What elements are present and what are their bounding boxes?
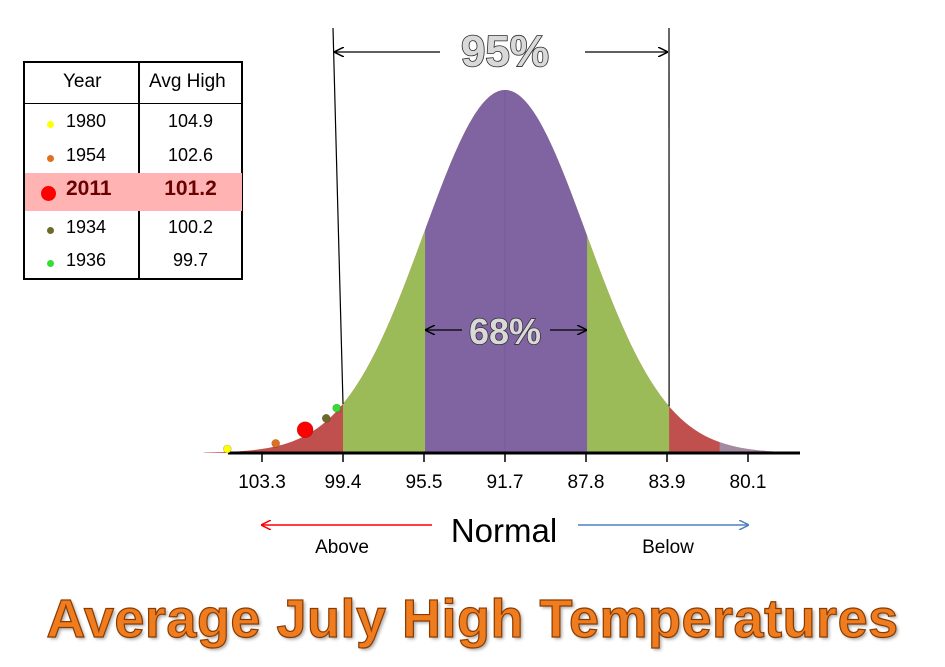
row-year: 1936 bbox=[66, 250, 107, 270]
point-1980 bbox=[223, 444, 232, 454]
row-year: 1934 bbox=[66, 217, 107, 237]
x-axis-ticks: 103.3 99.4 95.5 91.7 87.8 83.9 80.1 bbox=[238, 453, 766, 493]
normal-label: Normal bbox=[451, 512, 557, 549]
table-row: 1936 99.7 bbox=[25, 244, 241, 278]
x-tick-label: 103.3 bbox=[238, 472, 286, 493]
row-avg-high: 100.2 bbox=[167, 217, 214, 237]
record-points bbox=[223, 403, 342, 454]
band-right-tail-tint bbox=[719, 442, 783, 453]
annotation-95-percent: 95% bbox=[461, 27, 549, 76]
year-color-dot bbox=[47, 260, 54, 267]
row-avg-high: 102.6 bbox=[167, 145, 214, 165]
header-year: Year bbox=[63, 71, 102, 92]
x-tick-label: 87.8 bbox=[568, 472, 605, 493]
x-tick-label: 95.5 bbox=[406, 472, 443, 493]
page-title: Average July High Temperatures bbox=[46, 588, 899, 649]
annotation-lines bbox=[332, 27, 670, 407]
x-tick-label: 80.1 bbox=[730, 472, 767, 493]
table-row: 1954 102.6 bbox=[25, 139, 241, 173]
x-tick-label: 99.4 bbox=[325, 472, 362, 493]
row-avg-high: 104.9 bbox=[167, 111, 214, 131]
band-68-percent bbox=[425, 90, 588, 453]
row-year: 2011 bbox=[66, 177, 112, 200]
point-1934 bbox=[321, 413, 331, 423]
curve-fill-layer bbox=[204, 90, 800, 455]
annotation-68-percent: 68% bbox=[469, 311, 541, 352]
header-avg-high: Avg High bbox=[149, 71, 226, 92]
row-year: 1980 bbox=[66, 111, 107, 131]
table-row: 1980 104.9 bbox=[25, 105, 241, 139]
table-row: 2011 101.2 bbox=[25, 173, 242, 211]
point-1936 bbox=[332, 403, 342, 413]
point-1954 bbox=[271, 439, 281, 448]
row-year: 1954 bbox=[66, 145, 107, 165]
record-years-table: Year Avg High 1980 104.9 1954 102.6 2011 101.… bbox=[23, 61, 243, 280]
year-color-dot bbox=[41, 186, 56, 201]
above-label: Above bbox=[315, 537, 369, 558]
row-avg-high: 101.2 bbox=[164, 177, 217, 200]
year-color-dot bbox=[47, 227, 54, 234]
point-2011 bbox=[296, 421, 314, 439]
year-color-dot bbox=[47, 121, 54, 128]
pct95-left-bound bbox=[332, 27, 344, 404]
table-column-divider bbox=[138, 63, 140, 278]
below-label: Below bbox=[642, 537, 694, 558]
row-avg-high: 99.7 bbox=[172, 250, 209, 270]
x-tick-label: 91.7 bbox=[487, 472, 524, 493]
table-row: 1934 100.2 bbox=[25, 211, 241, 245]
table-header: Year Avg High bbox=[25, 63, 241, 104]
x-tick-label: 83.9 bbox=[649, 472, 686, 493]
year-color-dot bbox=[47, 155, 54, 162]
